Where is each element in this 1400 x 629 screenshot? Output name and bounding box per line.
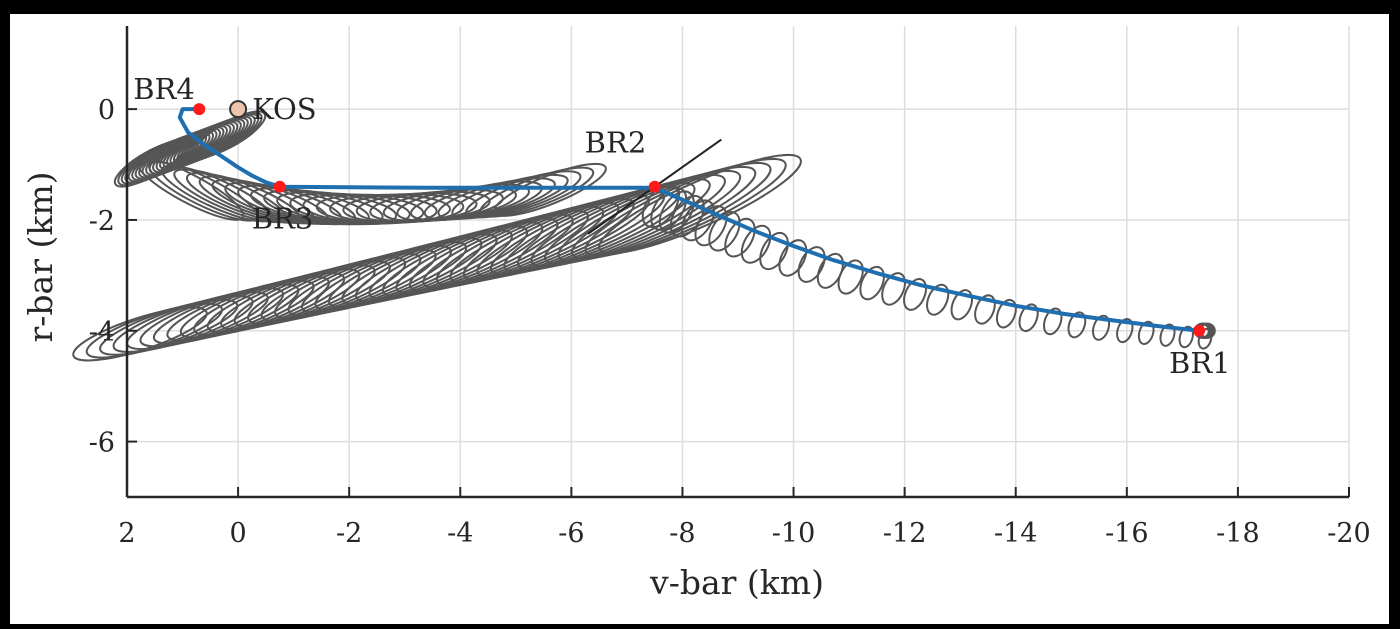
kos-marker xyxy=(229,100,248,119)
uncertainty-ellipse xyxy=(724,217,756,258)
waypoint-br2-marker xyxy=(648,180,661,193)
uncertainty-ellipse xyxy=(584,157,787,257)
uncertainty-ellipse xyxy=(193,110,267,158)
uncertainty-ellipse xyxy=(926,283,950,316)
uncertainty-ellipse xyxy=(680,199,716,242)
x-tick-label: 0 xyxy=(229,518,246,549)
uncertainty-ellipse xyxy=(1116,317,1134,344)
waypoint-br2-label: BR2 xyxy=(585,126,647,160)
uncertainty-ellipse xyxy=(708,211,741,252)
x-tick-label: -2 xyxy=(336,518,362,549)
uncertainty-ellipse xyxy=(881,272,906,306)
trajectory-chart: 2 0 -2 -4 -6 -8 -10 -12 -14 -16 -18 -20 0 -2 -4 -6 KOS B… xyxy=(21,26,1371,602)
uncertainty-ellipse xyxy=(1159,323,1176,347)
x-tick-label: -12 xyxy=(883,518,926,549)
uncertainty-ellipse xyxy=(449,197,635,284)
y-tick-label: -4 xyxy=(89,317,115,348)
uncertainty-ellipse xyxy=(462,193,650,281)
uncertainty-ellipse xyxy=(1091,314,1111,341)
uncertainty-ellipse xyxy=(816,252,844,289)
waypoint-br1-marker xyxy=(1193,324,1206,337)
kos-label: KOS xyxy=(252,92,317,126)
uncertainty-ellipse xyxy=(974,294,996,325)
y-axis-label: r-bar (km) xyxy=(21,171,60,342)
x-tick-label: -6 xyxy=(558,518,584,549)
uncertainty-ellipse xyxy=(451,173,569,220)
axes: 2 0 -2 -4 -6 -8 -10 -12 -14 -16 -18 -20 0 -2 -4 -6 xyxy=(89,26,1371,549)
uncertainty-ellipse xyxy=(465,170,582,219)
uncertainty-ellipse xyxy=(476,189,666,279)
uncertainty-ellipse xyxy=(778,239,808,277)
uncertainty-ellipse xyxy=(479,166,595,218)
uncertainty-ellipse xyxy=(903,278,928,311)
uncertainty-ellipse xyxy=(995,298,1017,329)
uncertainty-ellipse xyxy=(543,169,742,265)
x-axis-label: v-bar (km) xyxy=(649,563,824,602)
x-tick-label: -20 xyxy=(1327,518,1370,549)
uncertainty-ellipse xyxy=(598,153,802,255)
uncertainty-ellipses xyxy=(72,110,1216,362)
y-tick-label: -6 xyxy=(89,428,115,459)
waypoint-br4-label: BR4 xyxy=(133,72,195,106)
figure-canvas: 2 0 -2 -4 -6 -8 -10 -12 -14 -16 -18 -20 0 -2 -4 -6 KOS B… xyxy=(10,14,1389,624)
uncertainty-ellipse xyxy=(422,205,605,290)
uncertainty-ellipse xyxy=(859,265,885,301)
x-tick-label: -10 xyxy=(772,518,815,549)
uncertainty-ellipse xyxy=(1178,325,1194,349)
uncertainty-ellipse xyxy=(516,177,711,271)
uncertainty-ellipse xyxy=(437,177,556,220)
uncertainty-ellipse xyxy=(493,162,607,217)
uncertainty-ellipse xyxy=(1043,307,1063,336)
x-tick-label: 2 xyxy=(118,518,135,549)
uncertainty-ellipse xyxy=(139,287,285,348)
uncertainty-ellipse xyxy=(950,289,973,321)
uncertainty-ellipse xyxy=(435,201,620,287)
uncertainty-ellipse xyxy=(1018,303,1039,333)
uncertainty-ellipse xyxy=(489,185,681,276)
x-tick-label: -8 xyxy=(669,518,695,549)
uncertainty-ellipse xyxy=(530,173,726,268)
x-tick-label: -14 xyxy=(994,518,1037,549)
waypoint-br3-marker xyxy=(273,180,286,193)
waypoint-markers: KOS BR1 BR2 BR3 BR4 xyxy=(133,72,1230,380)
uncertainty-ellipse xyxy=(759,231,789,271)
y-tick-label: -2 xyxy=(89,206,115,237)
x-tick-label: -18 xyxy=(1216,518,1259,549)
x-tick-label: -4 xyxy=(447,518,473,549)
x-tick-label: -16 xyxy=(1105,518,1148,549)
uncertainty-ellipse xyxy=(557,165,757,263)
uncertainty-ellipse xyxy=(1137,320,1155,346)
uncertainty-ellipse xyxy=(1067,311,1087,339)
waypoint-br1-label: BR1 xyxy=(1169,346,1231,380)
y-tick-label: 0 xyxy=(98,95,115,126)
waypoint-br4-marker xyxy=(193,103,206,116)
uncertainty-ellipse xyxy=(740,224,772,264)
waypoint-br3-label: BR3 xyxy=(252,202,314,236)
uncertainty-ellipse xyxy=(797,246,826,283)
uncertainty-ellipse xyxy=(503,181,696,273)
